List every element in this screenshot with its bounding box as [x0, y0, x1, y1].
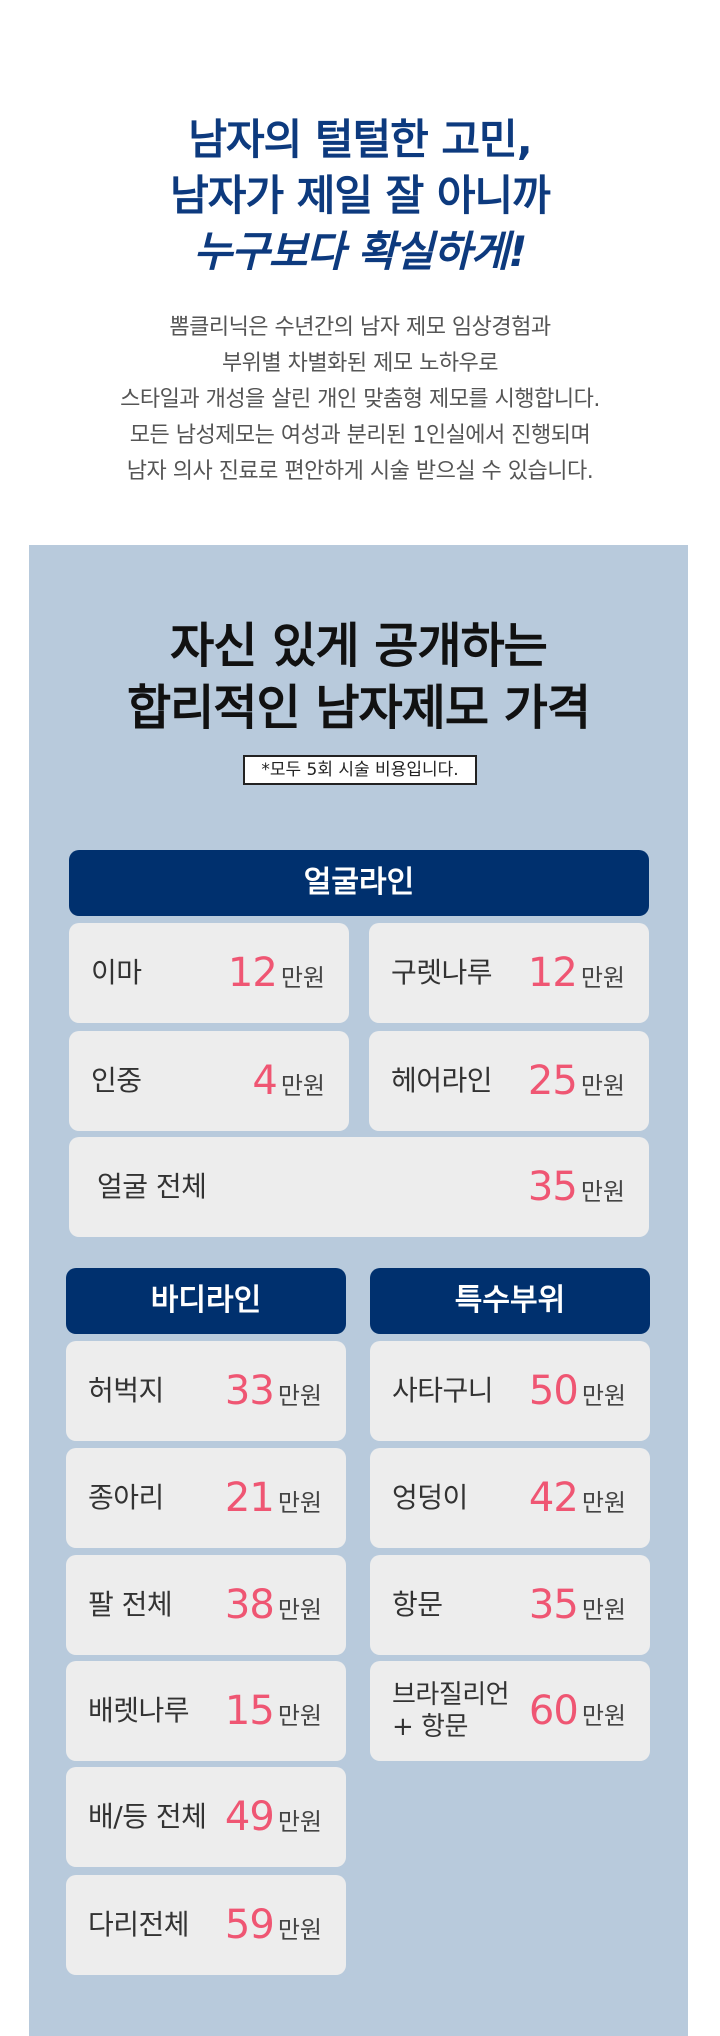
area-name: 다리전체	[88, 1908, 190, 1941]
area-name: 팔 전체	[88, 1588, 173, 1621]
price-unit: 만원	[277, 1808, 322, 1836]
price-number: 38	[224, 1582, 275, 1628]
headline-line-2: 남자가 제일 잘 아니까	[170, 171, 551, 220]
price-unit: 만원	[581, 1382, 626, 1410]
price-value: 25 만원	[528, 1031, 625, 1131]
price-card-sideburns: 구렛나루 12 만원	[369, 923, 649, 1023]
intro-line-4: 모든 남성제모는 여성과 분리된 1인실에서 진행되며	[129, 423, 591, 448]
price-value: 35 만원	[529, 1555, 626, 1655]
price-card-anus: 항문 35 만원	[370, 1555, 650, 1655]
price-number: 49	[224, 1794, 275, 1840]
price-value: 12 만원	[228, 923, 325, 1023]
face-line-header: 얼굴라인	[69, 850, 649, 916]
intro-line-2: 부위별 차별화된 제모 노하우로	[221, 351, 499, 376]
area-name: 얼굴 전체	[97, 1170, 207, 1203]
price-number: 15	[224, 1688, 275, 1734]
hero-section: 남자의 털털한 고민, 남자가 제일 잘 아니까 누구보다 확실하게! 뽐클리닉…	[0, 0, 720, 545]
price-number: 12	[527, 950, 578, 996]
intro-line-1: 뽐클리닉은 수년간의 남자 제모 임상경험과	[169, 315, 551, 340]
price-value: 42 만원	[529, 1448, 626, 1548]
area-name: 사타구니	[392, 1374, 494, 1407]
intro-line-3: 스타일과 개성을 살린 개인 맞춤형 제모를 시행합니다.	[120, 387, 600, 412]
area-name: 배/등 전체	[88, 1800, 207, 1833]
price-card-belly-line: 배렛나루 15 만원	[66, 1661, 346, 1761]
price-card-belly-back: 배/등 전체 49 만원	[66, 1767, 346, 1867]
pricing-title-line-1: 자신 있게 공개하는	[170, 618, 548, 674]
price-unit: 만원	[581, 1596, 626, 1624]
price-value: 60 만원	[529, 1661, 626, 1761]
price-value: 49 만원	[225, 1767, 322, 1867]
price-value: 35 만원	[528, 1137, 625, 1237]
area-name: 구렛나루	[391, 956, 493, 989]
price-unit: 만원	[277, 1702, 322, 1730]
price-value: 59 만원	[225, 1875, 322, 1975]
pricing-note: *모두 5회 시술 비용입니다.	[243, 755, 477, 785]
price-value: 21 만원	[225, 1448, 322, 1548]
price-card-full-face: 얼굴 전체 35 만원	[69, 1137, 649, 1237]
price-unit: 만원	[280, 1072, 325, 1100]
price-number: 60	[528, 1688, 579, 1734]
price-card-hairline: 헤어라인 25 만원	[369, 1031, 649, 1131]
area-name: 엉덩이	[392, 1481, 468, 1514]
pricing-panel: 자신 있게 공개하는 합리적인 남자제모 가격 *모두 5회 시술 비용입니다.…	[29, 545, 688, 2036]
price-card-calf: 종아리 21 만원	[66, 1448, 346, 1548]
price-unit: 만원	[581, 1702, 626, 1730]
area-name-line-2: + 항문	[392, 1712, 468, 1742]
area-name: 종아리	[88, 1481, 164, 1514]
price-unit: 만원	[580, 1072, 625, 1100]
price-number: 42	[528, 1475, 579, 1521]
area-name: 인중	[91, 1064, 142, 1097]
price-value: 4 만원	[252, 1031, 325, 1131]
price-unit: 만원	[581, 1489, 626, 1517]
price-number: 35	[527, 1164, 578, 1210]
price-card-groin: 사타구니 50 만원	[370, 1341, 650, 1441]
price-card-full-leg: 다리전체 59 만원	[66, 1875, 346, 1975]
headline-line-1: 남자의 털털한 고민,	[188, 115, 532, 164]
price-unit: 만원	[580, 1178, 625, 1206]
price-unit: 만원	[280, 964, 325, 992]
area-name: 배렛나루	[88, 1694, 190, 1727]
area-name: 항문	[392, 1588, 443, 1621]
price-unit: 만원	[277, 1489, 322, 1517]
price-unit: 만원	[277, 1596, 322, 1624]
price-card-buttocks: 엉덩이 42 만원	[370, 1448, 650, 1548]
price-number: 35	[528, 1582, 579, 1628]
price-value: 12 만원	[528, 923, 625, 1023]
area-name: 브라질리언 + 항문	[392, 1679, 510, 1743]
price-card-philtrum: 인중 4 만원	[69, 1031, 349, 1131]
price-value: 33 만원	[225, 1341, 322, 1441]
pricing-title-line-2: 합리적인 남자제모 가격	[126, 680, 591, 736]
price-unit: 만원	[277, 1916, 322, 1944]
price-number: 21	[224, 1475, 275, 1521]
price-value: 15 만원	[225, 1661, 322, 1761]
hero-intro: 뽐클리닉은 수년간의 남자 제모 임상경험과 부위별 차별화된 제모 노하우로 …	[0, 310, 720, 490]
price-unit: 만원	[580, 964, 625, 992]
price-number: 12	[227, 950, 278, 996]
price-card-brazilian: 브라질리언 + 항문 60 만원	[370, 1661, 650, 1761]
price-unit: 만원	[277, 1382, 322, 1410]
price-number: 25	[527, 1058, 578, 1104]
area-name: 허벅지	[88, 1374, 164, 1407]
price-card-full-arm: 팔 전체 38 만원	[66, 1555, 346, 1655]
price-number: 4	[252, 1058, 277, 1104]
price-value: 38 만원	[225, 1555, 322, 1655]
price-number: 50	[528, 1368, 579, 1414]
hero-headline: 남자의 털털한 고민, 남자가 제일 잘 아니까 누구보다 확실하게!	[0, 112, 720, 280]
pricing-title: 자신 있게 공개하는 합리적인 남자제모 가격	[29, 615, 688, 739]
special-area-header: 특수부위	[370, 1268, 650, 1334]
price-card-forehead: 이마 12 만원	[69, 923, 349, 1023]
price-number: 33	[224, 1368, 275, 1414]
area-name: 헤어라인	[391, 1064, 493, 1097]
body-line-header: 바디라인	[66, 1268, 346, 1334]
price-value: 50 만원	[529, 1341, 626, 1441]
area-name: 이마	[91, 956, 142, 989]
price-card-thigh: 허벅지 33 만원	[66, 1341, 346, 1441]
headline-line-3: 누구보다 확실하게!	[193, 227, 528, 276]
intro-line-5: 남자 의사 진료로 편안하게 시술 받으실 수 있습니다.	[126, 459, 594, 484]
area-name-line-1: 브라질리언	[392, 1680, 510, 1710]
price-number: 59	[224, 1902, 275, 1948]
